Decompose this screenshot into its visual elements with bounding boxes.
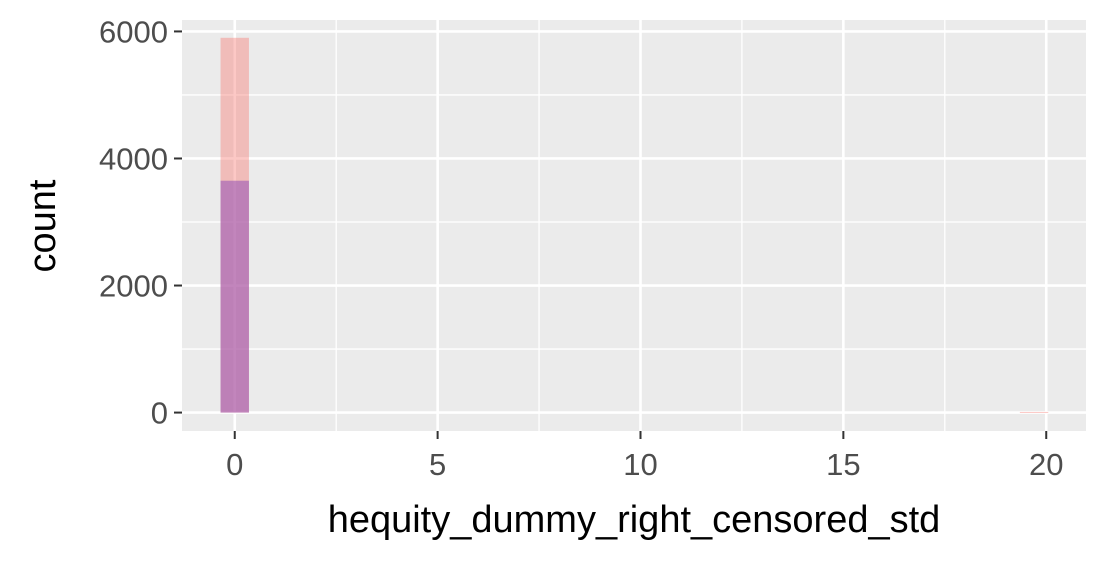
x-axis: 0 5 10 15 20 <box>226 431 1063 482</box>
minor-gridlines <box>182 20 1086 431</box>
histogram-bar-series-2 <box>220 180 249 413</box>
x-tick-label: 10 <box>623 447 657 482</box>
y-tick-label: 2000 <box>99 269 168 304</box>
y-axis-title: count <box>22 179 64 272</box>
y-tick-label: 0 <box>151 396 168 431</box>
x-tick-label: 0 <box>226 447 243 482</box>
x-axis-title: hequity_dummy_right_censored_std <box>328 499 941 541</box>
x-tick-label: 15 <box>826 447 860 482</box>
major-gridlines <box>182 20 1086 431</box>
y-axis: 0 2000 4000 6000 <box>99 14 182 431</box>
plot-panel <box>182 20 1086 431</box>
y-tick-label: 6000 <box>99 14 168 49</box>
y-tick-label: 4000 <box>99 141 168 176</box>
histogram-bars <box>220 37 1049 413</box>
x-tick-label: 5 <box>429 447 446 482</box>
histogram-bar-series-1 <box>1019 411 1049 413</box>
x-tick-label: 20 <box>1029 447 1063 482</box>
